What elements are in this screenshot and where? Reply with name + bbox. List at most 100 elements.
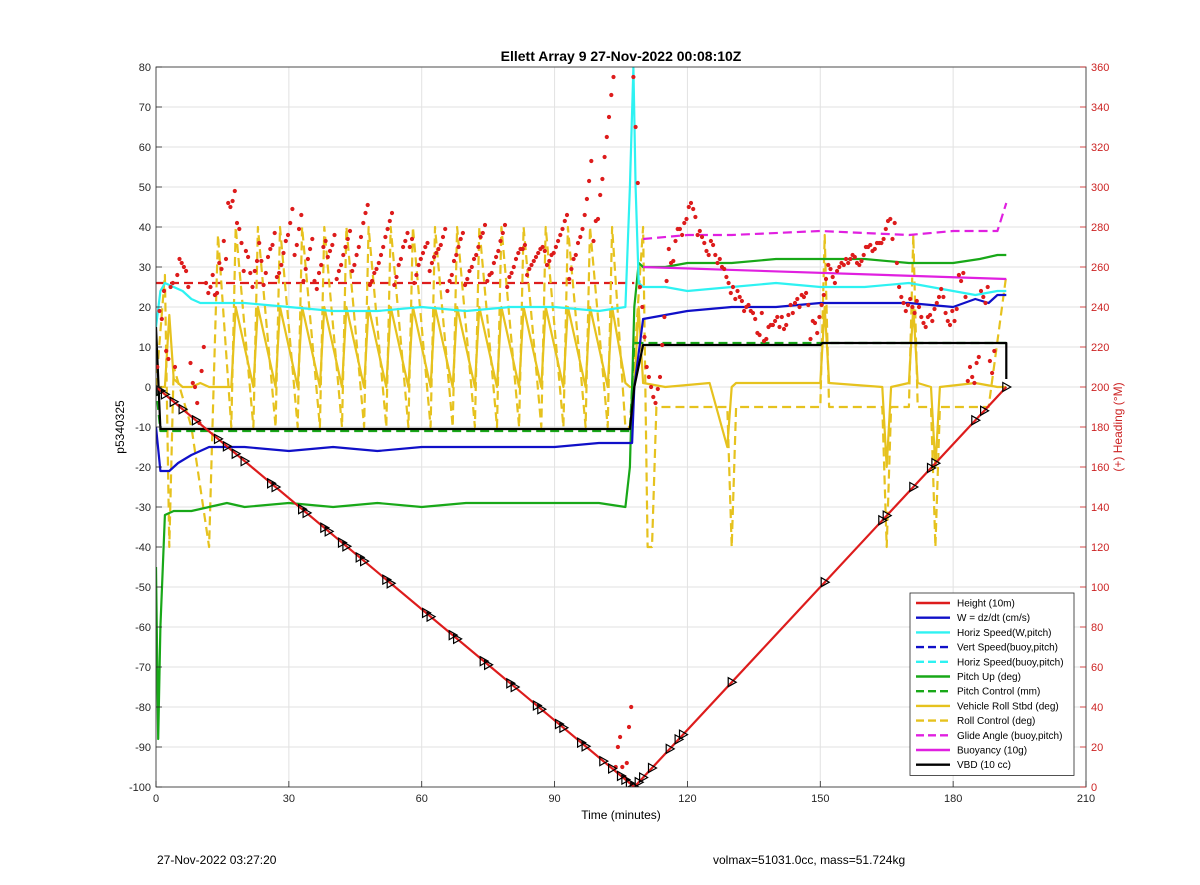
heading-point xyxy=(916,304,922,310)
heading-point xyxy=(547,258,552,264)
profile-marker xyxy=(510,681,521,693)
y-tick-label: 80 xyxy=(139,62,151,74)
heading-point xyxy=(587,178,592,184)
heading-point xyxy=(806,302,811,308)
heading-point xyxy=(591,238,596,244)
heading-point xyxy=(522,242,528,248)
heading-point xyxy=(540,244,545,250)
heading-point xyxy=(644,364,649,370)
heading-point xyxy=(336,268,341,274)
heading-point xyxy=(912,310,917,316)
heading-point xyxy=(952,318,957,324)
heading-point xyxy=(846,260,851,266)
x-tick-label: 150 xyxy=(811,793,829,805)
heading-point xyxy=(531,258,536,264)
heading-point xyxy=(456,244,461,250)
heading-point xyxy=(963,294,968,300)
profile-marker xyxy=(1002,381,1013,393)
heading-point xyxy=(465,276,470,282)
heading-point xyxy=(947,322,953,328)
profile-marker xyxy=(386,577,397,589)
heading-point xyxy=(981,294,986,300)
heading-point xyxy=(832,280,838,286)
profile-marker xyxy=(581,740,592,752)
y-tick-label: 0 xyxy=(145,382,151,394)
series-horiz-speed-w-pitch xyxy=(156,67,1007,328)
heading-point xyxy=(753,316,758,322)
heading-point xyxy=(186,284,191,290)
legend-label: Vehicle Roll Stbd (deg) xyxy=(957,701,1059,712)
heading-point xyxy=(310,236,315,242)
heading-point xyxy=(857,262,862,268)
profile-marker xyxy=(537,703,548,715)
footer-timestamp: 27-Nov-2022 03:27:20 xyxy=(157,853,277,867)
legend-label: Horiz Speed(W,pitch) xyxy=(957,628,1051,639)
heading-point xyxy=(941,294,946,300)
profile-marker xyxy=(665,743,676,755)
heading-point xyxy=(436,246,441,252)
y2-tick-label: 80 xyxy=(1091,622,1103,634)
heading-point xyxy=(815,330,820,336)
heading-point xyxy=(467,268,472,274)
x-tick-label: 210 xyxy=(1077,793,1095,805)
heading-point xyxy=(367,282,372,288)
legend: Height (10m) W = dz/dt (cm/s) Horiz Speed(… xyxy=(909,592,1075,776)
y2-tick-label: 100 xyxy=(1091,582,1109,594)
heading-point xyxy=(474,252,479,258)
heading-point xyxy=(199,368,204,374)
heading-point xyxy=(910,304,915,310)
y-tick-label: -70 xyxy=(135,662,151,674)
heading-point xyxy=(624,760,629,766)
heading-point xyxy=(274,274,279,280)
heading-point xyxy=(897,284,902,290)
heading-point xyxy=(569,266,574,272)
heading-point xyxy=(580,226,585,232)
heading-point xyxy=(416,262,421,268)
heading-point xyxy=(423,244,428,250)
heading-point xyxy=(943,310,948,316)
heading-point xyxy=(192,384,198,390)
profile-marker xyxy=(222,440,233,452)
heading-point xyxy=(443,226,448,232)
heading-point xyxy=(427,268,432,274)
heading-point xyxy=(365,202,370,208)
heading-point xyxy=(405,230,410,236)
heading-point xyxy=(210,272,215,278)
heading-point xyxy=(412,280,417,286)
heading-point xyxy=(655,386,660,392)
heading-point xyxy=(914,298,919,304)
heading-point xyxy=(259,258,264,264)
heading-point xyxy=(288,220,293,226)
heading-point xyxy=(403,238,408,244)
heading-point xyxy=(356,244,361,250)
heading-point xyxy=(449,272,454,278)
heading-point xyxy=(817,314,822,320)
heading-point xyxy=(571,256,576,262)
heading-point xyxy=(166,356,171,362)
heading-point xyxy=(823,276,829,282)
heading-point xyxy=(529,262,534,268)
axes: 0 30 60 90 120 150 180 210-100-90-80-70-60-50-4… xyxy=(129,62,1109,805)
heading-point xyxy=(987,358,993,364)
heading-point xyxy=(305,256,310,262)
heading-point xyxy=(861,252,866,258)
heading-point xyxy=(352,262,357,268)
heading-point xyxy=(469,264,474,270)
heading-point xyxy=(429,260,434,266)
y2-tick-label: 60 xyxy=(1091,662,1103,674)
legend-label: Pitch Up (deg) xyxy=(957,672,1021,683)
heading-point xyxy=(241,268,246,274)
heading-point xyxy=(879,240,884,246)
heading-point xyxy=(868,242,873,248)
heading-point xyxy=(401,244,406,250)
heading-point xyxy=(221,238,226,244)
heading-point xyxy=(319,262,324,268)
x-tick-label: 180 xyxy=(944,793,962,805)
heading-point xyxy=(759,310,764,316)
heading-point xyxy=(883,226,888,232)
heading-point xyxy=(626,724,632,730)
heading-point xyxy=(363,210,368,216)
profile-marker xyxy=(971,414,982,426)
heading-point xyxy=(637,284,643,290)
heading-point xyxy=(826,262,831,268)
